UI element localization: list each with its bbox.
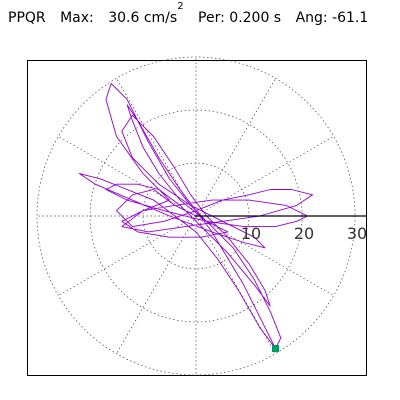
station-code: PPQR xyxy=(8,10,46,26)
particle-motion-trace xyxy=(78,83,314,349)
grid-spoke xyxy=(116,215,197,354)
chart-header: PPQR Max: 30.6 cm/s2 Per: 0.200 s Ang: -… xyxy=(8,2,398,36)
ang-label: Ang: xyxy=(295,10,328,26)
per-label: Per: xyxy=(198,10,225,26)
max-unit-base: cm/s xyxy=(143,10,178,26)
radial-tick-label: 20 xyxy=(294,224,314,243)
grid-spoke xyxy=(195,136,334,217)
grid-spoke xyxy=(195,78,276,217)
max-value: 30.6 xyxy=(108,10,140,26)
per-value: 0.200 s xyxy=(229,10,282,26)
grid-spoke xyxy=(116,78,197,217)
grid-spoke xyxy=(58,215,197,296)
trace-end-marker xyxy=(272,345,279,352)
ang-value: -61.1 xyxy=(332,10,369,26)
max-unit: cm/s2 xyxy=(143,2,184,26)
max-unit-exponent: 2 xyxy=(177,1,184,13)
grid-spoke xyxy=(195,215,334,296)
radial-tick-label: 10 xyxy=(241,224,261,243)
grid-spoke xyxy=(58,136,197,217)
max-label: Max: xyxy=(60,10,94,26)
radial-tick-label: 30 xyxy=(347,224,367,243)
plot-frame xyxy=(27,60,367,376)
